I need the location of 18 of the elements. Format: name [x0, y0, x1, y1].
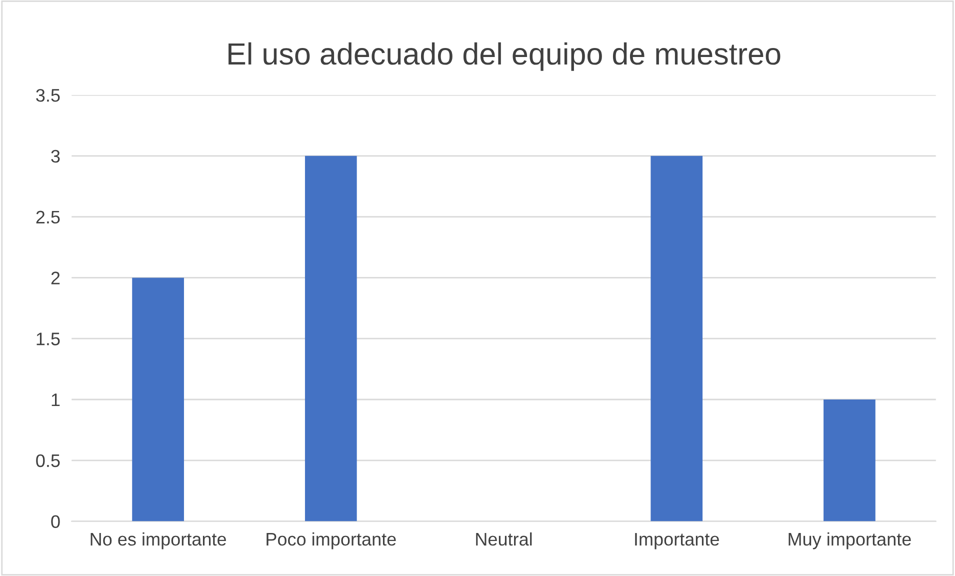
bar: [824, 399, 876, 522]
bar: [304, 156, 357, 522]
y-tick-label: 1: [52, 394, 60, 406]
y-tick-label: 3: [51, 150, 60, 163]
y-tick-label: 1.5: [36, 332, 60, 346]
x-tick-label: Importante: [635, 533, 719, 550]
y-tick-label: 0.5: [36, 454, 60, 468]
x-tick-label: Neutral: [476, 532, 532, 546]
y-tick-label: 2.5: [36, 210, 60, 224]
x-tick-label: No es importante: [90, 532, 226, 550]
bar: [132, 278, 184, 522]
y-tick-label: 3.5: [36, 88, 60, 102]
y-tick-label: 2: [51, 272, 60, 284]
x-tick-label: Muy importante: [788, 532, 911, 550]
chart-title: El uso adecuado del equipo de muestreo: [228, 42, 780, 71]
y-tick-label: 0: [51, 515, 60, 528]
bar: [650, 156, 703, 522]
x-tick-label: Poco importante: [266, 532, 396, 550]
